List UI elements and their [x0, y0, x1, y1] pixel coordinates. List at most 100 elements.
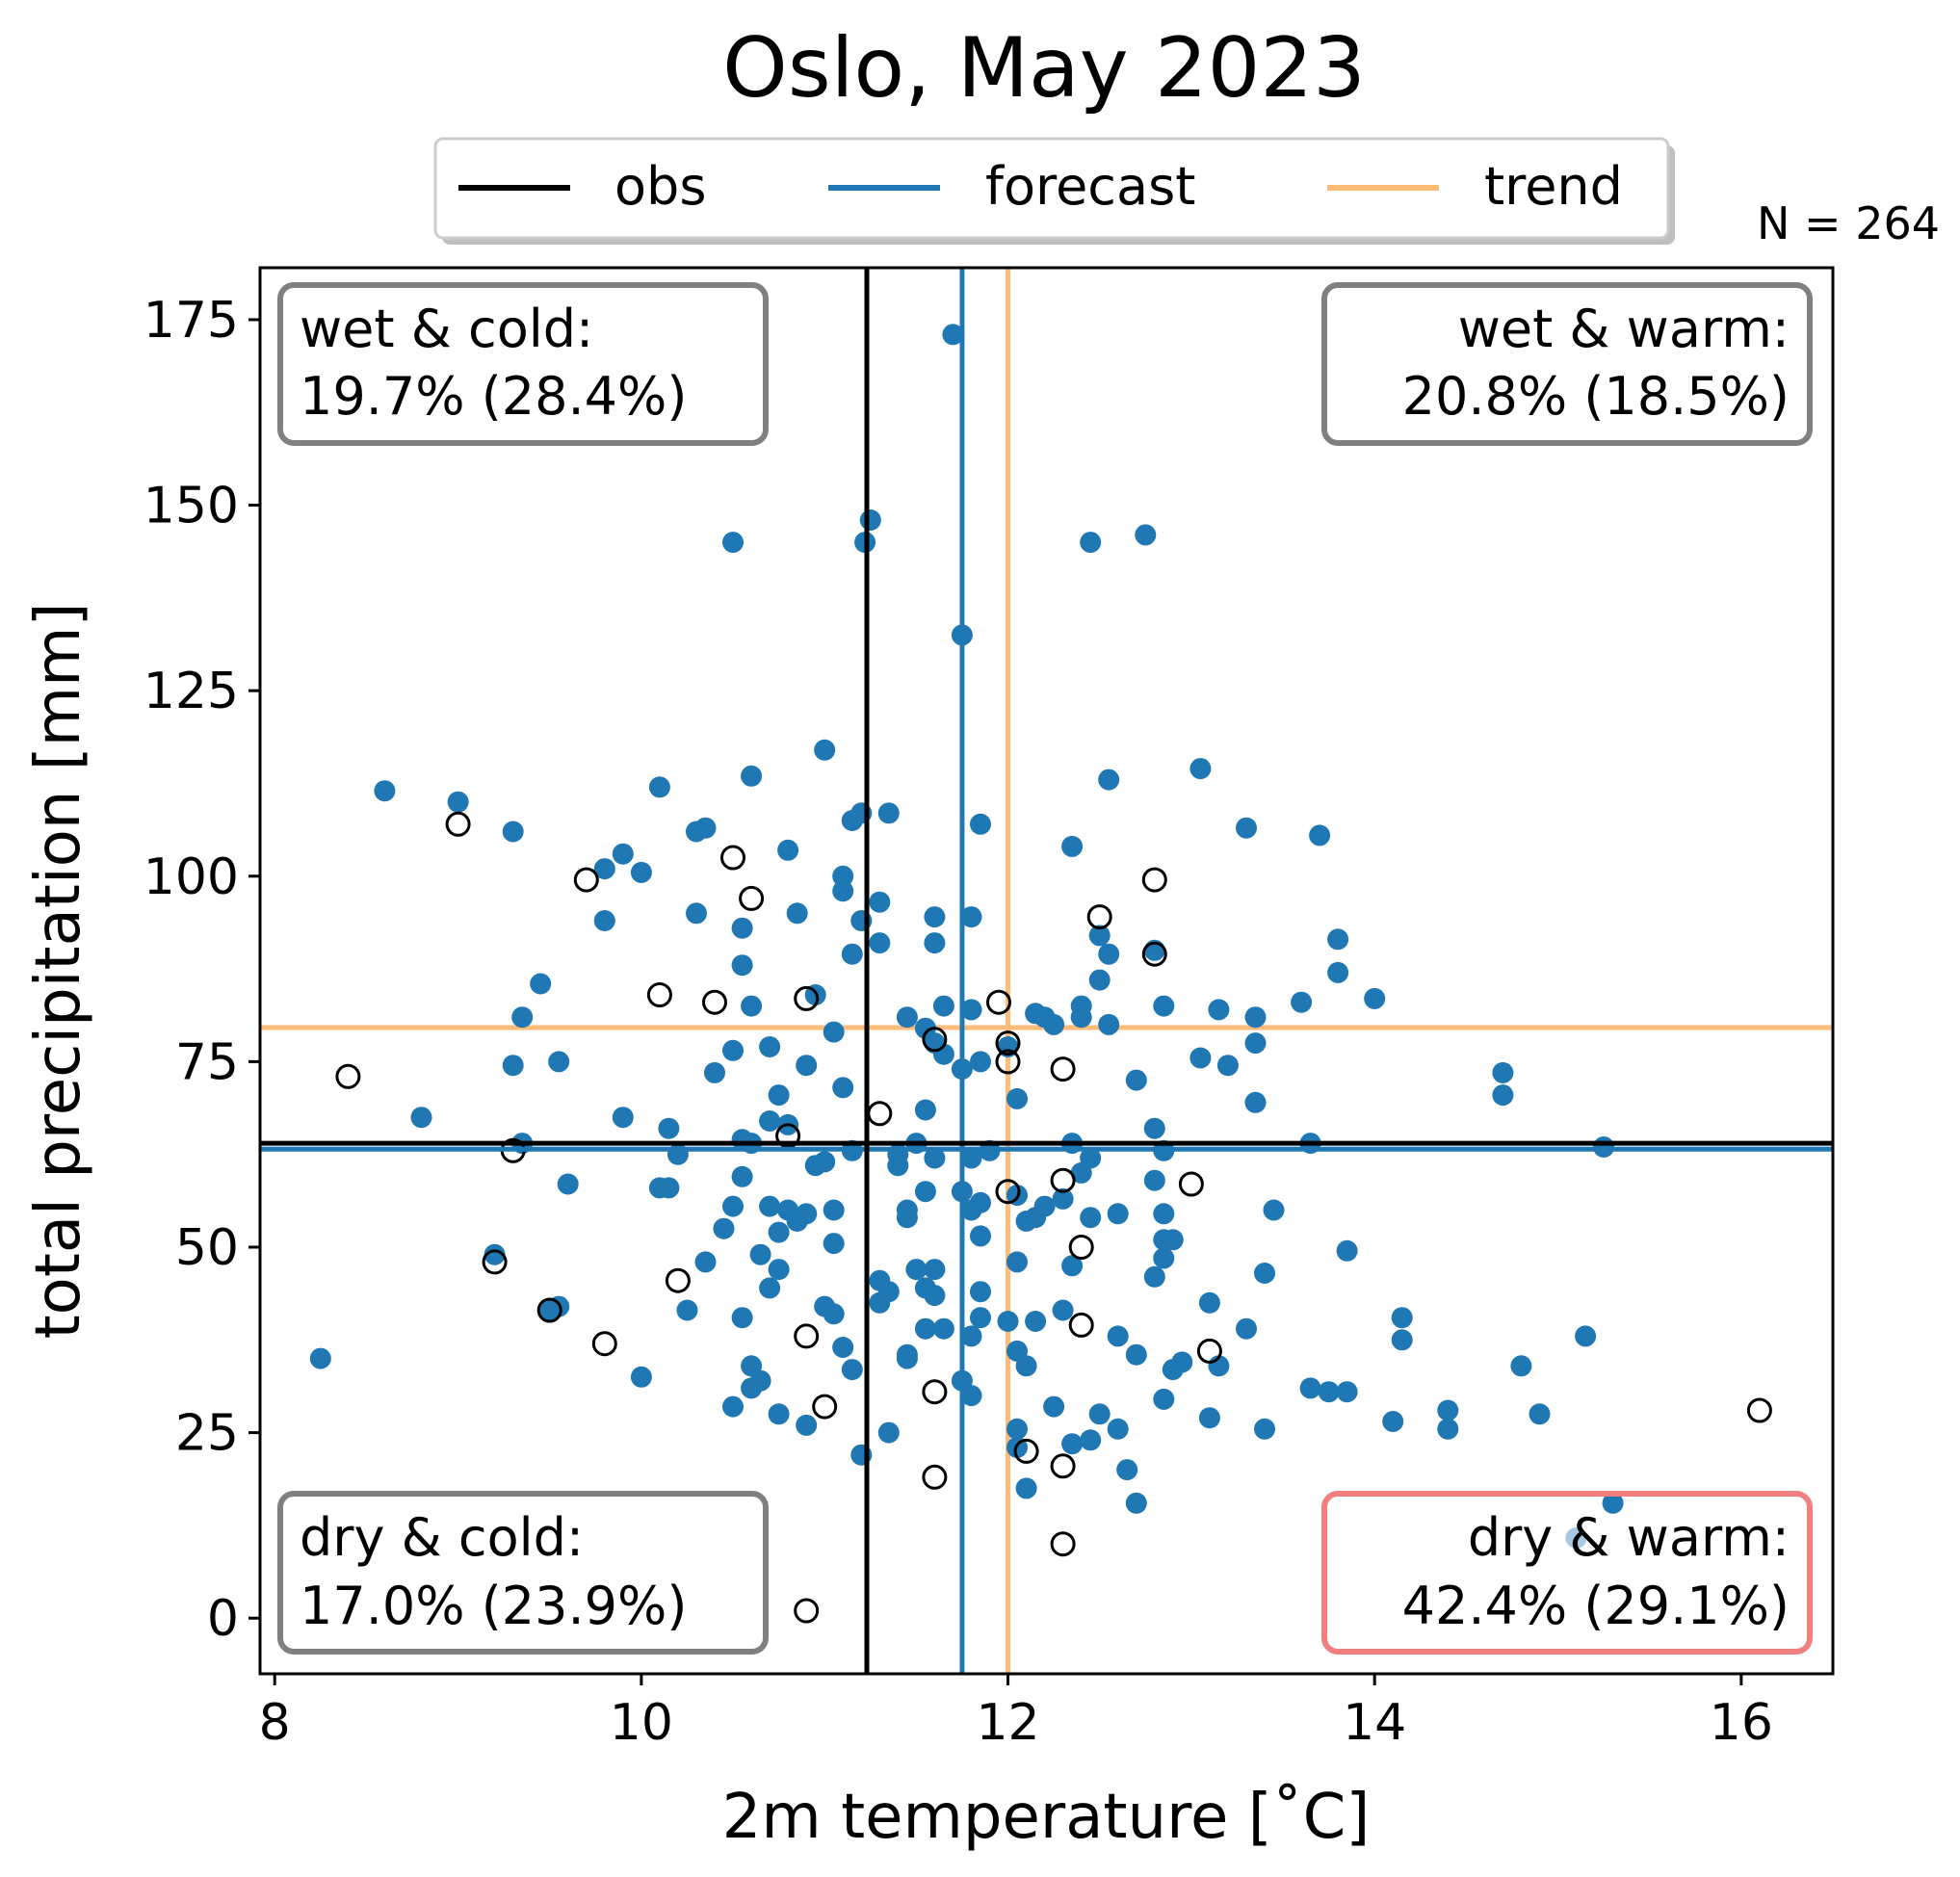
forecast-point — [1529, 1403, 1551, 1425]
observed-point — [591, 1331, 617, 1357]
forecast-point — [1492, 1061, 1514, 1083]
forecast-point — [970, 1225, 991, 1247]
forecast-point — [1318, 1381, 1340, 1403]
forecast-point — [630, 861, 652, 883]
forecast-point — [859, 509, 881, 531]
forecast-point — [1327, 928, 1349, 951]
forecast-point — [749, 1243, 771, 1265]
observed-point — [335, 1063, 361, 1089]
forecast-point — [1006, 1251, 1028, 1273]
forecast-point — [1216, 1055, 1239, 1077]
quadrant-dry-warm-box — [1321, 1491, 1813, 1655]
forecast-point — [786, 902, 808, 925]
y-tick-label: 100 — [144, 848, 239, 906]
forecast-point — [924, 1147, 946, 1169]
forecast-point — [1107, 1325, 1129, 1347]
forecast-point — [1080, 1429, 1102, 1451]
forecast-point — [483, 1243, 506, 1265]
observed-point — [922, 1379, 948, 1405]
forecast-point — [557, 1173, 579, 1195]
observed-point — [995, 1179, 1021, 1205]
forecast-point — [1336, 1239, 1358, 1262]
observed-point — [536, 1297, 562, 1323]
forecast-point — [942, 324, 964, 346]
observed-point — [986, 989, 1011, 1015]
forecast-point — [924, 1285, 946, 1307]
axis-ticks: 8 10 12 14 16 0 25 50 75 100 125 150 175 — [144, 292, 1773, 1752]
forecast-point — [768, 1259, 790, 1281]
forecast-point — [1236, 1317, 1257, 1340]
forecast-point — [960, 1325, 982, 1347]
forecast-point — [1107, 1418, 1129, 1440]
forecast-point — [970, 1281, 991, 1303]
legend: obs forecast trend — [433, 137, 1675, 245]
forecast-point — [447, 791, 469, 813]
forecast-point — [914, 1099, 936, 1121]
forecast-point — [722, 1195, 744, 1217]
observed-point — [794, 1598, 820, 1624]
forecast-point — [823, 1233, 845, 1255]
forecast-point — [686, 902, 707, 925]
forecast-point — [374, 780, 396, 802]
forecast-point — [648, 776, 670, 798]
forecast-point — [823, 1199, 845, 1221]
forecast-point — [960, 999, 982, 1021]
observed-point — [702, 989, 727, 1015]
forecast-point — [713, 1217, 735, 1239]
forecast-point — [1437, 1418, 1459, 1440]
quadrant-wet-warm-title: wet & warm: — [1458, 299, 1790, 359]
forecast-point — [676, 1299, 698, 1321]
forecast-point — [731, 954, 753, 977]
observed-point — [1141, 941, 1167, 967]
forecast-point — [731, 1165, 753, 1187]
observed-point — [1050, 1453, 1076, 1479]
forecast-point — [869, 932, 891, 954]
forecast-point — [768, 1403, 790, 1425]
observed-point — [794, 1323, 820, 1349]
forecast-point — [924, 1259, 946, 1281]
y-tick-label: 175 — [144, 292, 239, 350]
observed-point — [665, 1267, 691, 1293]
forecast-point — [832, 865, 854, 887]
forecast-point — [1015, 1477, 1037, 1499]
forecast-point — [1143, 1169, 1165, 1191]
forecast-point — [1143, 1117, 1165, 1139]
forecast-point — [1043, 1395, 1065, 1418]
forecast-point — [970, 1191, 991, 1213]
forecast-point — [731, 917, 753, 939]
forecast-point — [593, 858, 615, 880]
forecast-point — [1244, 1032, 1267, 1055]
forecast-point — [612, 843, 634, 865]
x-tick-label: 8 — [259, 1694, 291, 1752]
forecast-point — [759, 1195, 781, 1217]
forecast-point — [593, 910, 615, 931]
quadrant-dry-warm-value: 42.4% (29.1%) — [1402, 1576, 1790, 1636]
quadrant-wet-cold-title: wet & cold: — [300, 299, 593, 359]
forecast-point — [1492, 1084, 1514, 1107]
observed-point — [573, 867, 599, 893]
quadrant-dry-cold-value: 17.0% (23.9%) — [300, 1576, 687, 1636]
quadrant-wet-cold: wet & cold: 19.7% (28.4%) — [277, 282, 769, 446]
forecast-point — [1025, 1311, 1047, 1332]
forecast-point — [694, 1251, 717, 1273]
plot-layer — [260, 268, 1833, 1674]
forecast-point — [630, 1366, 652, 1388]
y-tick-label: 75 — [175, 1033, 239, 1091]
forecast-point — [658, 1177, 680, 1199]
forecast-point — [970, 1051, 991, 1073]
legend-trend-label: trend — [1484, 156, 1623, 217]
forecast-point — [1061, 1433, 1084, 1455]
observed-point — [1050, 1531, 1076, 1557]
forecast-point — [722, 1395, 744, 1418]
observed-point — [646, 982, 672, 1007]
forecast-point — [814, 1151, 836, 1173]
forecast-point — [768, 1221, 790, 1243]
forecast-point — [796, 1414, 818, 1436]
forecast-point — [530, 973, 552, 995]
forecast-point — [759, 1110, 781, 1132]
legend-frame — [433, 137, 1670, 240]
observed-point — [1141, 867, 1167, 893]
quadrant-wet-cold-box — [277, 282, 769, 446]
forecast-point — [896, 1207, 918, 1229]
forecast-point — [1575, 1325, 1597, 1347]
